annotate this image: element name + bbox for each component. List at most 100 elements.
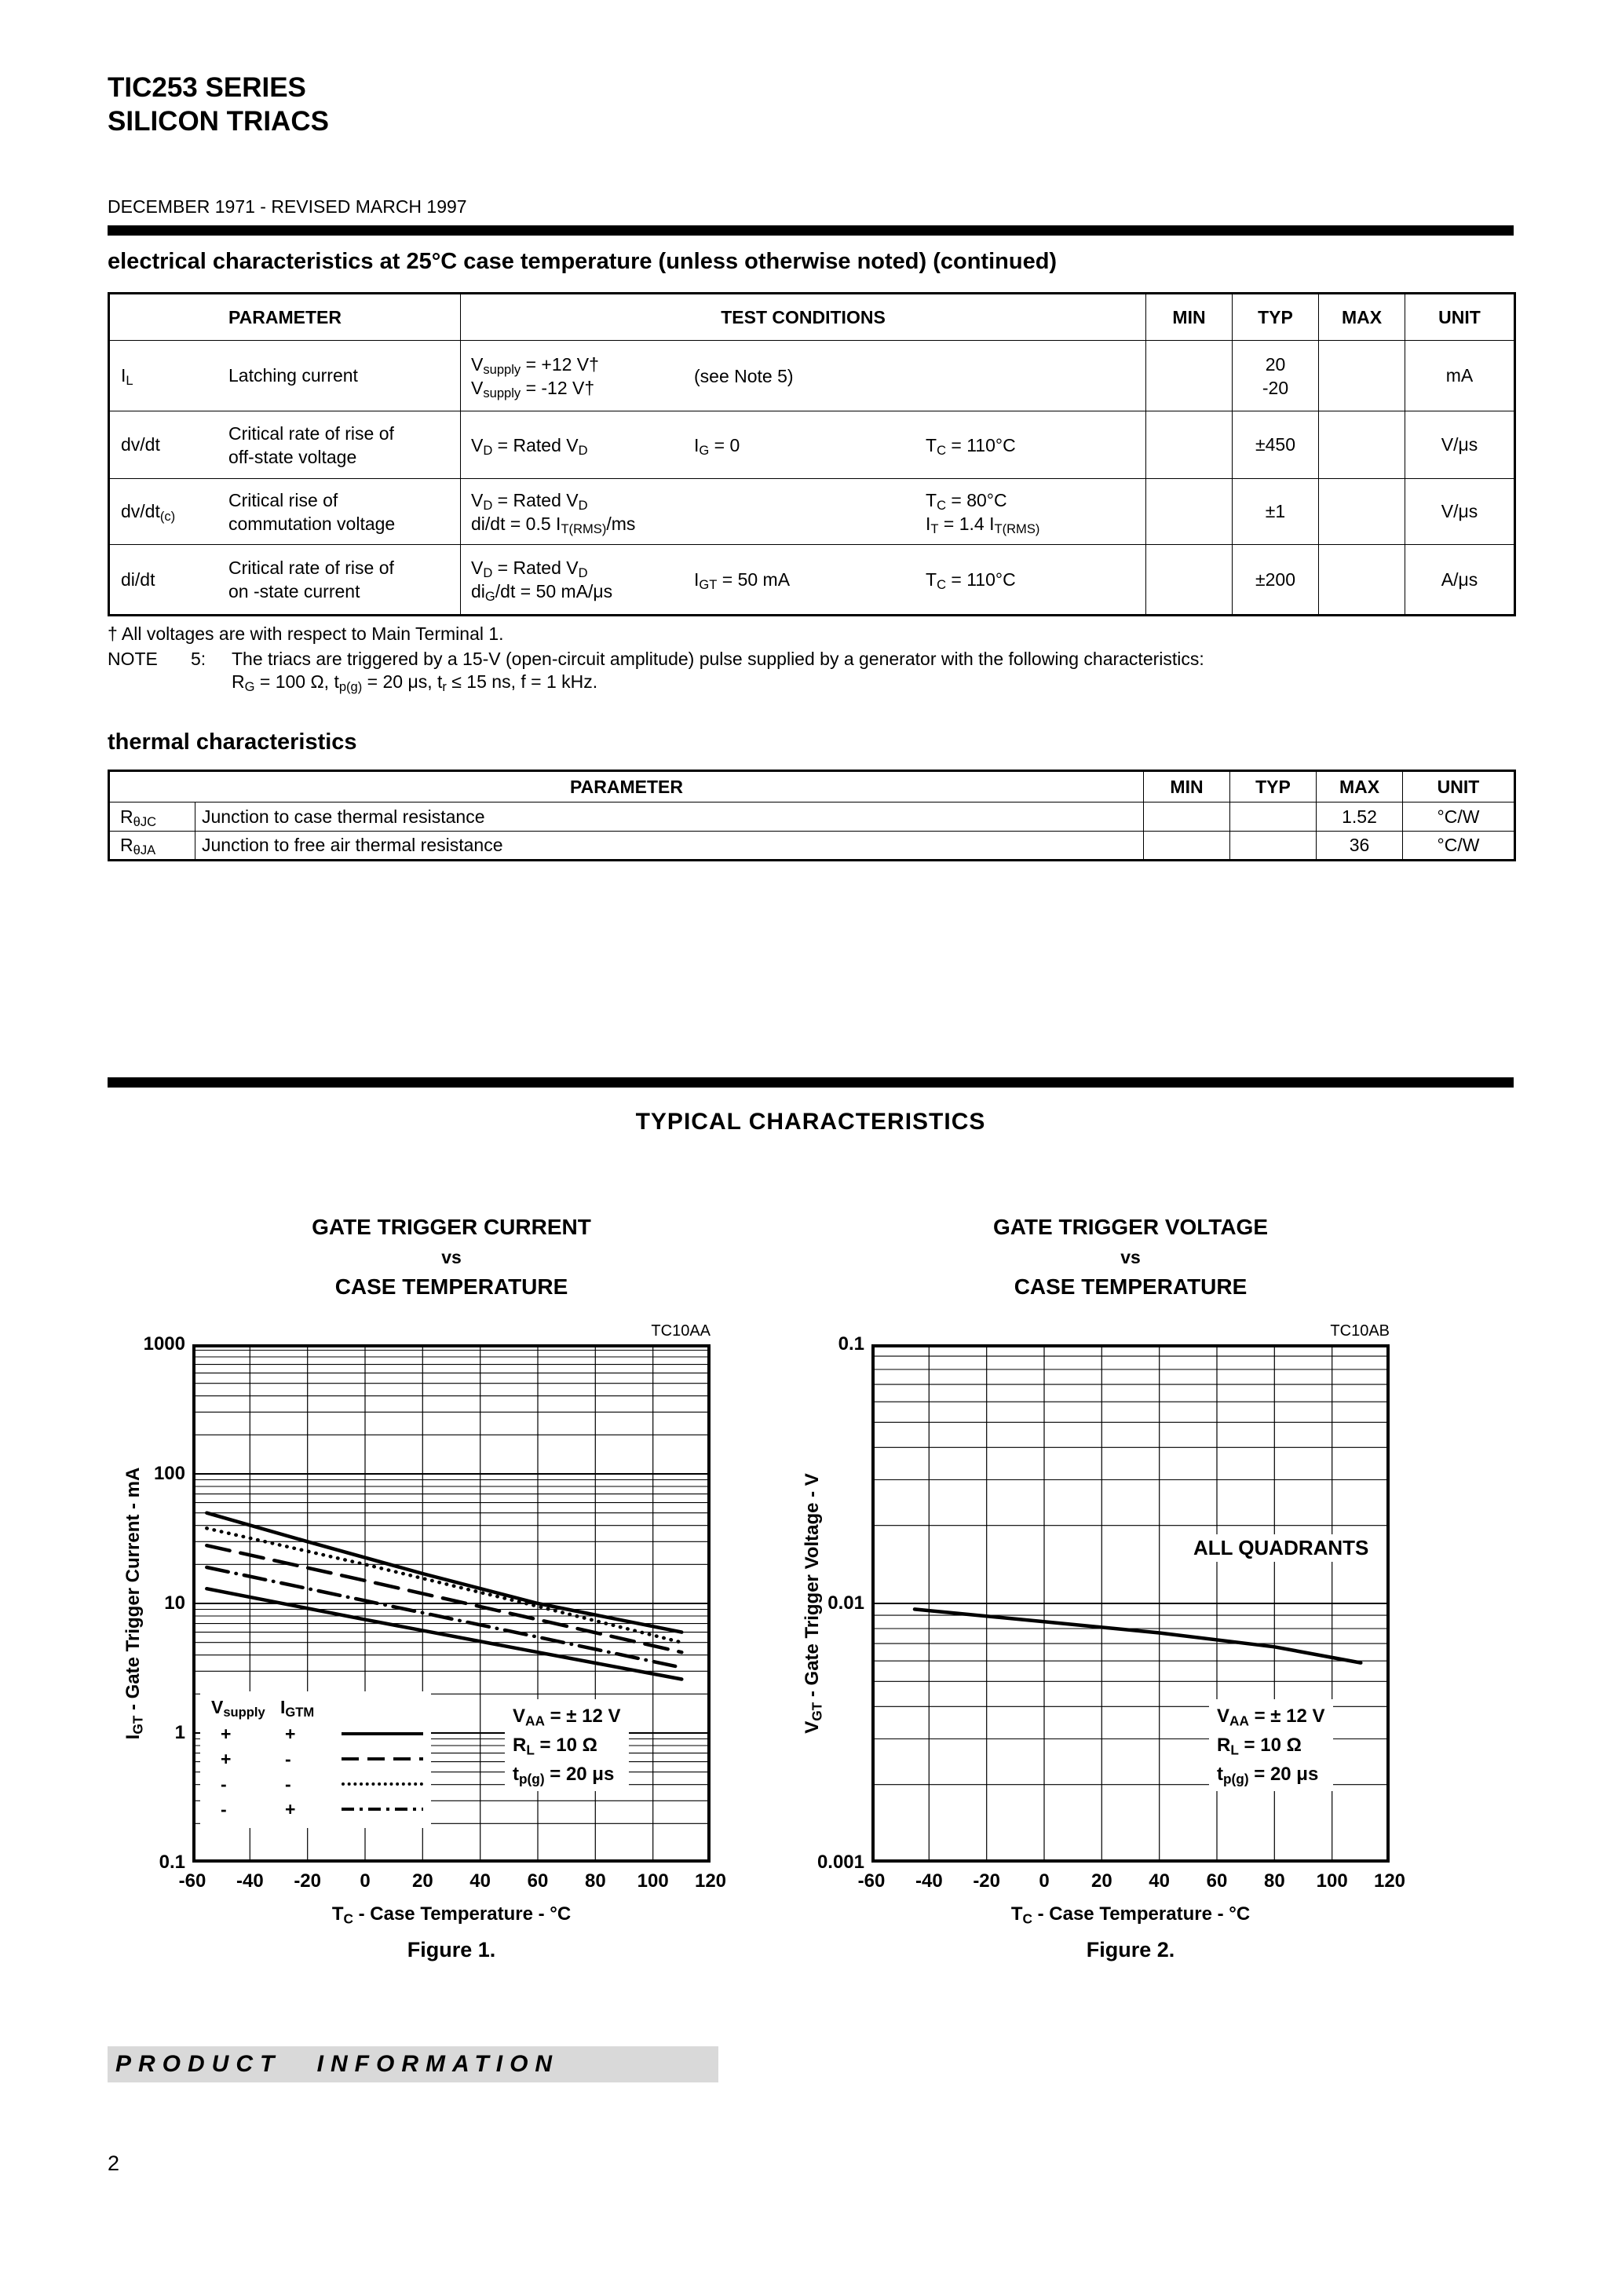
x-tick-label: -60 <box>857 1870 886 1892</box>
typ-value <box>1229 802 1317 832</box>
max-value <box>1318 478 1405 545</box>
typ-value: ±200 <box>1232 544 1319 616</box>
unit-value: V/μs <box>1405 478 1515 545</box>
x-tick-label: 0 <box>360 1870 371 1892</box>
condition-col1: VD = Rated VD di/dt = 0.5 IT(RMS)/ms <box>471 489 636 536</box>
fig2-title-line2: CASE TEMPERATURE <box>1014 1274 1248 1299</box>
x-tick-label: 80 <box>1263 1870 1285 1892</box>
legend-row: + + <box>205 1721 423 1746</box>
parameter-symbol: dv/dt(c) <box>121 501 176 525</box>
parameter-cell: di/dt Critical rate of rise of on -state… <box>108 544 461 616</box>
electrical-section-heading: electrical characteristics at 25°C case … <box>108 249 1058 274</box>
typical-characteristics-heading: TYPICAL CHARACTERISTICS <box>635 1109 986 1135</box>
fig1-title-vs: vs <box>441 1247 462 1267</box>
note-number: 5: <box>191 649 206 669</box>
x-tick-label: -40 <box>915 1870 943 1892</box>
parameter-name: Junction to case thermal resistance <box>195 802 1144 832</box>
fig1-y-tick-labels: 1000 100 10 1 0.1 <box>110 1333 185 1873</box>
max-value: 1.52 <box>1316 802 1403 832</box>
parameter-name: Junction to free air thermal resistance <box>195 831 1144 861</box>
note-text: The triacs are triggered by a 15-V (open… <box>232 649 1204 669</box>
header-min: MIN <box>1143 770 1230 803</box>
condition-col2: IG = 0 <box>694 434 740 458</box>
x-tick-label: 100 <box>1316 1870 1348 1892</box>
fig2-plot-area: ALL QUADRANTS VAA = ± 12 V RL = 10 Ω tp(… <box>871 1344 1390 1863</box>
fig2-caption: Figure 2. <box>1086 1938 1175 1961</box>
x-tick-label: 40 <box>469 1870 491 1892</box>
conditions-cell: VD = Rated VD di/dt = 0.5 IT(RMS)/ms TC … <box>460 478 1146 545</box>
conditions-cell: VD = Rated VD diG/dt = 50 mA/μs IGT = 50… <box>460 544 1146 616</box>
thermal-characteristics-table: PARAMETER MIN TYP MAX UNIT RθJC Junction… <box>108 770 1516 861</box>
fig2-title-vs: vs <box>1120 1247 1141 1267</box>
max-value <box>1318 411 1405 479</box>
x-tick-label: 60 <box>527 1870 549 1892</box>
max-value <box>1318 544 1405 616</box>
unit-value: mA <box>1405 340 1515 411</box>
fig1-title-line1: GATE TRIGGER CURRENT <box>312 1215 591 1239</box>
table-row-latching-current: IL Latching current Vsupply = +12 V† Vsu… <box>108 340 1515 411</box>
parameter-symbol: RθJA <box>108 831 195 861</box>
legend-row: - - <box>205 1771 423 1797</box>
legend-row: - + <box>205 1797 423 1822</box>
conditions-cell: Vsupply = +12 V† Vsupply = -12 V† (see N… <box>460 340 1146 411</box>
thermal-header-row: PARAMETER MIN TYP MAX UNIT <box>108 770 1515 803</box>
min-value <box>1145 340 1233 411</box>
legend-line-sample <box>342 1782 423 1786</box>
table-row-didt: di/dt Critical rate of rise of on -state… <box>108 544 1515 616</box>
parameter-symbol: di/dt <box>121 569 155 590</box>
x-tick-label: 20 <box>411 1870 433 1892</box>
condition-col3: TC = 110°C <box>926 434 1016 458</box>
fig1-test-conditions: VAA = ± 12 V RL = 10 Ω tp(g) = 20 μs <box>505 1699 629 1791</box>
y-tick-label: 10 <box>164 1592 185 1614</box>
fig1-legend: Vsupply IGTM + + + - - - <box>200 1691 431 1828</box>
fig1-caption: Figure 1. <box>407 1938 496 1961</box>
fig2-y-tick-labels: 0.1 0.01 0.001 <box>789 1333 864 1873</box>
fig2-x-axis-title: TC - Case Temperature - °C <box>1010 1903 1251 1927</box>
legend-line-sample <box>342 1732 423 1735</box>
table-row-rthja: RθJA Junction to free air thermal resist… <box>108 831 1515 861</box>
series-title: TIC253 SERIES <box>108 72 306 103</box>
fig2-test-conditions: VAA = ± 12 V RL = 10 Ω tp(g) = 20 μs <box>1209 1699 1333 1791</box>
x-tick-label: -20 <box>294 1870 321 1892</box>
divider-rule <box>108 225 1514 236</box>
note-label: NOTE <box>108 649 158 669</box>
electrical-characteristics-table: PARAMETER TEST CONDITIONS MIN TYP MAX UN… <box>108 292 1516 616</box>
legend-line-sample <box>342 1808 423 1811</box>
divider-rule <box>108 1077 1514 1088</box>
header-parameter: PARAMETER <box>108 770 1144 803</box>
electrical-header-row: PARAMETER TEST CONDITIONS MIN TYP MAX UN… <box>108 293 1515 341</box>
table-row-dvdt: dv/dt Critical rate of rise of off-state… <box>108 411 1515 479</box>
y-tick-label: 1 <box>174 1722 185 1743</box>
parameter-symbol: IL <box>121 365 133 389</box>
device-type-title: SILICON TRIACS <box>108 106 329 137</box>
fig1-x-axis-title: TC - Case Temperature - °C <box>331 1903 572 1927</box>
y-tick-label: 0.01 <box>827 1592 864 1614</box>
parameter-name: Critical rise of commutation voltage <box>228 489 396 534</box>
figure-2: GATE TRIGGER VOLTAGE vs CASE TEMPERATURE… <box>789 1209 1441 1975</box>
note-5-line1: NOTE 5: The triacs are triggered by a 15-V… <box>108 648 1204 671</box>
revision-date: DECEMBER 1971 - REVISED MARCH 1997 <box>108 196 467 217</box>
electrical-footnotes: † All voltages are with respect to Main … <box>108 623 1204 693</box>
header-parameter: PARAMETER <box>108 293 461 341</box>
header-typ: TYP <box>1229 770 1317 803</box>
unit-value: °C/W <box>1402 802 1515 832</box>
min-value <box>1145 411 1233 479</box>
condition-col1: VD = Rated VD <box>471 434 588 458</box>
fig2-all-quadrants-annotation: ALL QUADRANTS <box>1185 1534 1377 1562</box>
header-min: MIN <box>1145 293 1233 341</box>
parameter-symbol: dv/dt <box>121 434 160 455</box>
unit-value: °C/W <box>1402 831 1515 861</box>
unit-value: A/μs <box>1405 544 1515 616</box>
fig1-title: GATE TRIGGER CURRENT vs CASE TEMPERATURE <box>192 1211 711 1303</box>
legend-line-sample <box>342 1757 423 1760</box>
x-tick-label: -40 <box>236 1870 264 1892</box>
fig2-chart-canvas <box>871 1344 1390 1863</box>
fig1-title-line2: CASE TEMPERATURE <box>334 1274 568 1299</box>
parameter-name: Critical rate of rise of off-state volta… <box>228 422 394 467</box>
condition-col3: TC = 80°C IT = 1.4 IT(RMS) <box>926 489 1040 536</box>
x-tick-label: 20 <box>1090 1870 1112 1892</box>
x-tick-label: 60 <box>1206 1870 1228 1892</box>
header-max: MAX <box>1318 293 1405 341</box>
parameter-name: Critical rate of rise of on -state curre… <box>228 558 394 601</box>
